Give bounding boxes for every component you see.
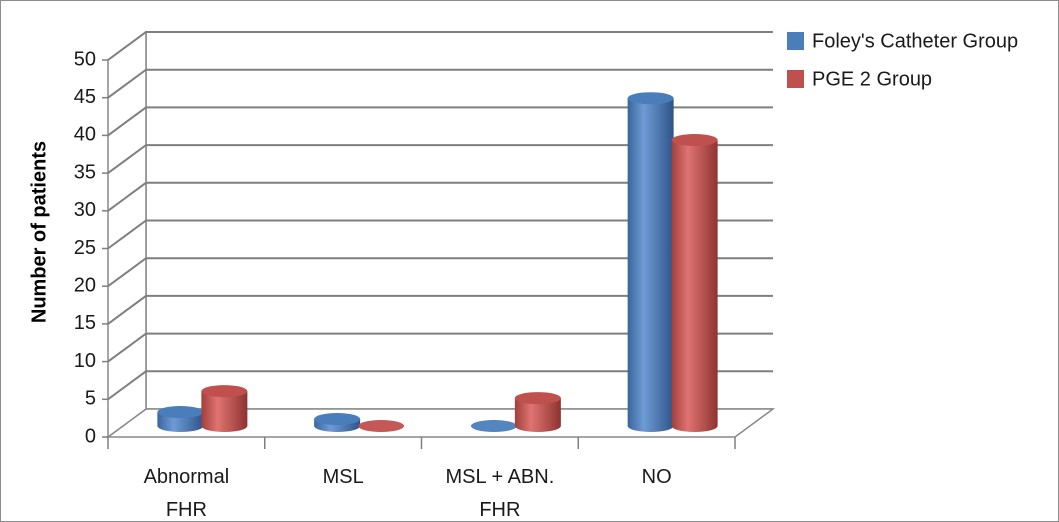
bar-foley <box>314 413 361 432</box>
bar-body <box>671 140 718 432</box>
y-tick-label: 15 <box>74 312 96 334</box>
category-label: MSL + ABN. FHR <box>446 466 555 521</box>
gridline <box>107 31 773 61</box>
bar-top <box>358 420 405 432</box>
gridline <box>107 181 773 212</box>
bar-top <box>671 134 718 147</box>
bar-body <box>514 398 561 432</box>
bar-foley <box>157 406 204 432</box>
y-tick-label: 30 <box>74 199 96 221</box>
y-tick-label: 35 <box>74 161 96 183</box>
bars <box>157 92 718 433</box>
gridline <box>107 106 773 137</box>
bar-top <box>201 385 248 398</box>
legend-swatch <box>787 32 804 50</box>
bar-top <box>514 392 561 405</box>
y-tick-label: 0 <box>85 425 96 447</box>
y-axis-title: Number of patients <box>28 141 50 323</box>
gridline <box>107 219 773 250</box>
legend-swatch <box>787 70 804 88</box>
bar-pge2 <box>514 392 561 432</box>
x-axis-categories: Abnormal FHR MSL MSL + ABN. FHR NO <box>107 437 736 521</box>
category-label: Abnormal FHR <box>144 466 230 521</box>
gridline <box>107 294 773 325</box>
y-tick-label: 50 <box>74 48 96 70</box>
legend-label: PGE 2 Group <box>812 68 932 90</box>
bar-top <box>314 413 361 426</box>
y-axis-ticks: 0 5 10 15 20 25 30 35 40 45 50 <box>74 48 108 447</box>
bar-top <box>627 92 674 105</box>
y-tick-label: 10 <box>74 350 96 372</box>
bar-pge2 <box>201 385 248 432</box>
gridline <box>107 370 773 401</box>
gridline <box>107 144 773 174</box>
gridline <box>107 68 773 99</box>
legend-label: Foley's Catheter Group <box>812 30 1018 52</box>
bar-top <box>470 420 517 432</box>
bar-body <box>201 391 248 432</box>
y-tick-label: 25 <box>74 237 96 259</box>
category-label: MSL <box>323 466 364 488</box>
y-tick-label: 20 <box>74 274 96 296</box>
y-tick-label: 5 <box>85 388 96 410</box>
bar-body <box>627 98 674 433</box>
gridlines <box>107 31 773 401</box>
gridline <box>107 257 773 288</box>
y-tick-label: 40 <box>74 124 96 146</box>
bar-pge2 <box>671 134 718 432</box>
bar-top <box>157 406 204 419</box>
gridline <box>107 332 773 363</box>
bar-pge2 <box>358 420 405 432</box>
category-label: NO <box>642 466 672 488</box>
legend: Foley's Catheter Group PGE 2 Group <box>787 30 1018 90</box>
bar-foley <box>627 92 674 433</box>
y-tick-label: 45 <box>74 86 96 108</box>
chart-walls <box>105 30 776 439</box>
bar-foley <box>470 420 517 432</box>
